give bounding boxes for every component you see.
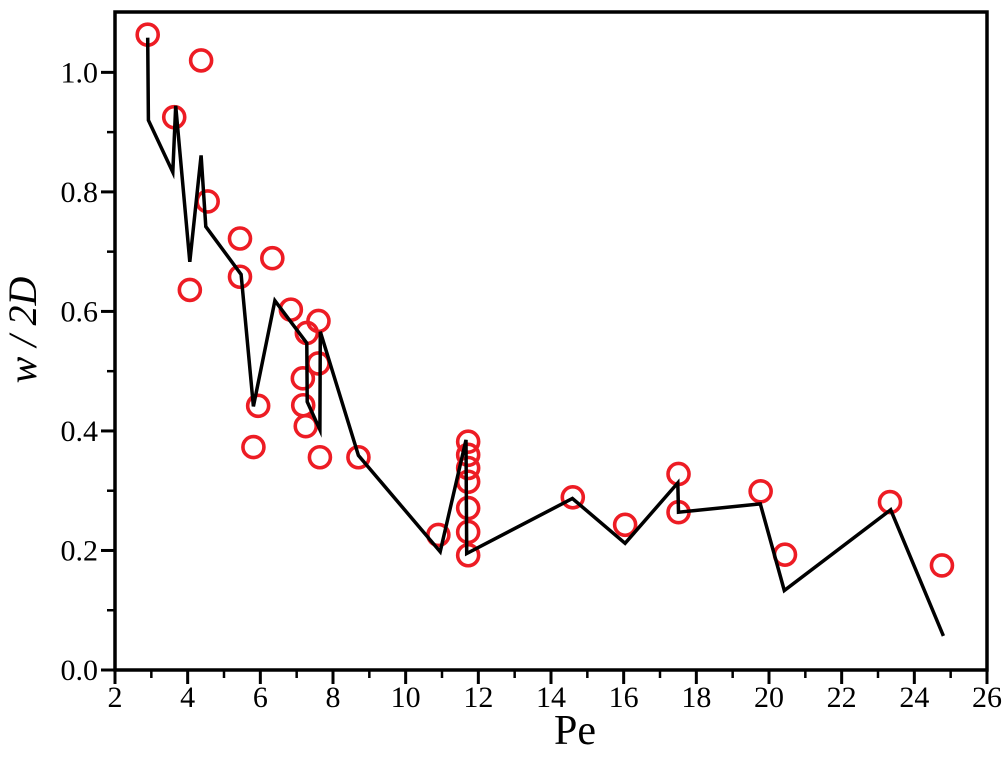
data-point-circle <box>612 512 638 538</box>
data-point-circle <box>227 264 253 290</box>
data-point-circle <box>455 455 481 481</box>
data-point-circle <box>455 469 481 495</box>
data-point-circle <box>455 429 481 455</box>
data-point-circle <box>346 444 371 470</box>
data-point-circle <box>177 277 203 303</box>
y-tick-label: 0.4 <box>61 415 99 448</box>
x-axis-title: Pe <box>554 708 596 754</box>
data-point-circle <box>307 444 333 470</box>
x-tick-label: 18 <box>681 681 711 714</box>
x-tick-label: 12 <box>463 681 493 714</box>
plot-layer: 2 4 6 8 10 12 14 16 18 20 22 24 260.00.20.40.60.81.0 <box>61 10 1002 714</box>
data-point-circle <box>241 434 266 460</box>
model-line <box>145 37 946 637</box>
x-tick-label: 16 <box>609 681 639 714</box>
x-tick-label: 22 <box>827 681 857 714</box>
x-tick-label: 2 <box>108 681 123 714</box>
y-tick-label: 0.6 <box>61 295 99 328</box>
data-point-circle <box>748 479 773 504</box>
data-point-circle <box>306 308 331 334</box>
x-tick-label: 6 <box>253 681 268 714</box>
data-point-circle <box>188 48 214 73</box>
y-tick-label: 1.0 <box>61 56 99 89</box>
x-tick-label: 10 <box>391 681 421 714</box>
data-point-circle <box>245 393 271 419</box>
data-point-circle <box>260 245 285 271</box>
data-point-circle <box>929 553 955 578</box>
x-tick-label: 20 <box>754 681 784 714</box>
y-tick-label: 0.8 <box>61 176 99 209</box>
data-point-circle <box>227 226 253 251</box>
x-tick-label: 8 <box>326 681 341 714</box>
data-point-circle <box>455 442 481 468</box>
data-point-circle <box>195 189 220 214</box>
x-tick-label: 4 <box>180 681 195 714</box>
data-point-circle <box>293 413 319 439</box>
x-tick-label: 24 <box>899 681 929 714</box>
y-axis-title: w / 2D <box>0 277 45 384</box>
data-point-circle <box>290 366 316 391</box>
x-tick-label: 14 <box>536 681 566 714</box>
data-point-circle <box>560 484 586 510</box>
y-tick-label: 0.0 <box>61 654 99 687</box>
y-tick-label: 0.2 <box>61 534 99 567</box>
x-tick-label: 26 <box>972 681 1002 714</box>
